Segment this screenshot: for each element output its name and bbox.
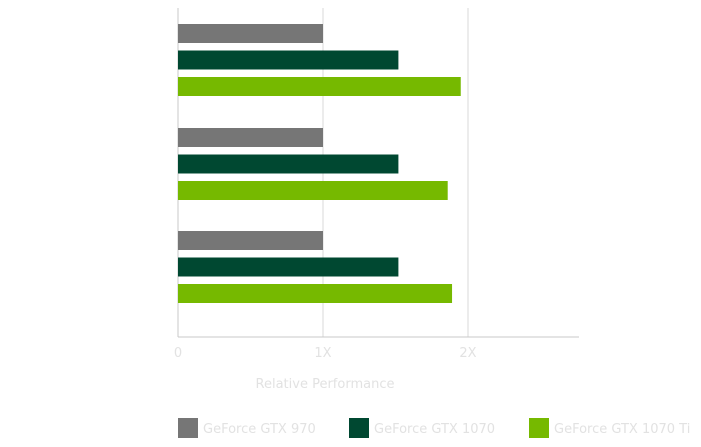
x-axis-label: Relative Performance — [256, 377, 395, 392]
x-tick-label: 1X — [314, 346, 331, 361]
legend-swatch — [529, 418, 549, 438]
bar — [178, 257, 399, 277]
x-tick-label: 0 — [174, 346, 182, 361]
bar — [178, 77, 461, 96]
legend-label: GeForce GTX 1070 Ti — [554, 422, 690, 437]
bar — [178, 50, 399, 70]
bar — [178, 284, 453, 303]
bar — [178, 181, 448, 200]
x-tick-label: 2X — [459, 346, 476, 361]
legend-label: GeForce GTX 1070 — [374, 422, 495, 437]
bar — [178, 24, 323, 43]
legend-swatch — [349, 418, 369, 438]
legend-label: GeForce GTX 970 — [203, 422, 316, 437]
legend-swatch — [178, 418, 198, 438]
bar — [178, 128, 323, 147]
bar — [178, 231, 323, 250]
bar — [178, 154, 399, 174]
